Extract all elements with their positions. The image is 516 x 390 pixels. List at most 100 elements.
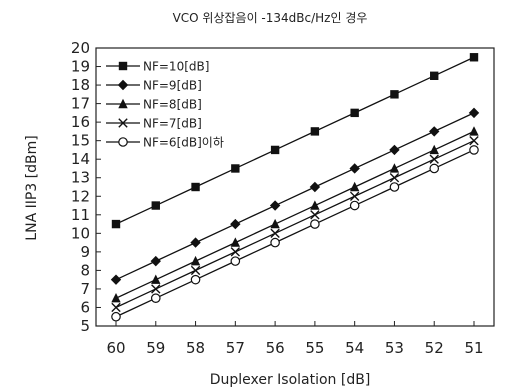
data-point: [270, 237, 280, 248]
y-tick-label: 19: [71, 58, 90, 76]
data-point: [190, 265, 201, 276]
legend: NF=10[dB] NF=9[dB] NF=8[dB] NF=7[dB] NF=6[dB…: [106, 60, 224, 150]
y-tick-label: 10: [71, 224, 90, 242]
data-point: [151, 274, 161, 284]
legend-marker: [118, 98, 128, 109]
y-tick-label: 15: [71, 132, 90, 150]
data-point: [230, 237, 241, 247]
data-point: [111, 219, 121, 229]
data-point: [111, 311, 121, 322]
series-line: [115, 140, 475, 309]
y-tick-label: 7: [80, 280, 90, 298]
data-point: [231, 164, 240, 173]
series-2: [110, 107, 480, 285]
y-tick-label: 13: [71, 169, 90, 187]
y-tick-label: 16: [71, 113, 90, 131]
data-point: [469, 135, 479, 146]
y-tick-label: 20: [71, 39, 90, 57]
data-point: [469, 145, 479, 155]
data-point: [429, 163, 440, 174]
legend-item: NF=10[dB]: [106, 60, 209, 74]
data-point: [390, 90, 399, 99]
series-line: [115, 56, 475, 225]
data-point: [349, 163, 360, 174]
legend-item: NF=9[dB]: [106, 79, 202, 93]
data-point: [190, 255, 201, 266]
y-tick-label: 14: [71, 150, 90, 168]
legend-item: NF=6[dB]이하: [106, 136, 224, 150]
data-point: [468, 107, 480, 119]
data-point: [469, 126, 479, 136]
legend-label: NF=10[dB]: [143, 60, 209, 74]
legend-marker: [118, 118, 128, 128]
x-axis: 60 59 58 57 56 55 54 53 52 51: [106, 321, 484, 357]
data-point: [310, 127, 320, 136]
x-tick-label: 56: [266, 339, 285, 357]
series-line: [115, 112, 475, 281]
data-point: [191, 182, 200, 192]
data-point: [310, 210, 320, 220]
data-point: [151, 284, 161, 294]
data-point: [269, 200, 281, 211]
legend-label: NF=8[dB]: [143, 98, 202, 112]
data-point: [429, 144, 439, 155]
data-point: [389, 144, 400, 156]
legend-marker: [117, 79, 129, 91]
legend-label: NF=6[dB]이하: [143, 136, 224, 150]
data-point: [111, 302, 121, 313]
data-point: [270, 145, 280, 155]
data-point: [230, 247, 241, 257]
data-point: [309, 181, 321, 193]
data-point: [230, 256, 241, 266]
x-tick-label: 51: [464, 339, 483, 357]
data-point: [389, 182, 400, 192]
data-point: [310, 200, 320, 210]
series-5: [111, 145, 479, 322]
series-line: [115, 149, 475, 318]
legend-item: NF=8[dB]: [106, 98, 202, 112]
legend-label: NF=9[dB]: [143, 79, 202, 93]
legend-marker: [118, 61, 128, 71]
data-point: [349, 191, 360, 201]
data-point: [469, 53, 479, 62]
x-tick-label: 52: [425, 339, 444, 357]
y-axis-label: LNA IIP3 [dBm]: [24, 135, 40, 240]
data-point: [190, 237, 201, 248]
data-point: [110, 274, 122, 285]
y-tick-label: 12: [71, 187, 90, 205]
y-tick-label: 18: [71, 76, 90, 94]
data-point: [150, 293, 161, 303]
x-axis-label: Duplexer Isolation [dB]: [210, 372, 371, 388]
data-point: [150, 255, 161, 267]
data-point: [270, 218, 280, 229]
plot-frame: [95, 47, 495, 327]
chart-title: VCO 위상잡음이 -134dBc/Hz인 경우: [173, 11, 368, 25]
x-tick-label: 57: [226, 339, 245, 357]
data-point: [429, 126, 440, 137]
data-point: [350, 108, 359, 118]
x-tick-label: 53: [385, 339, 404, 357]
data-point: [270, 228, 280, 239]
series-1: [111, 53, 479, 229]
series-4: [111, 135, 479, 313]
x-tick-label: 54: [345, 339, 364, 357]
x-tick-label: 58: [186, 339, 205, 357]
legend-label: NF=7[dB]: [143, 117, 202, 131]
data-point: [349, 181, 360, 192]
series-3: [111, 126, 479, 303]
y-tick-label: 17: [71, 95, 90, 113]
x-tick-label: 55: [305, 339, 324, 357]
series-layer: [110, 53, 480, 322]
data-point: [429, 154, 439, 164]
data-point: [230, 218, 241, 230]
data-point: [389, 173, 400, 183]
data-point: [111, 293, 121, 303]
y-tick-label: 5: [80, 317, 90, 335]
x-tick-label: 60: [106, 339, 125, 357]
y-tick-label: 9: [80, 243, 90, 261]
data-point: [151, 201, 160, 210]
data-point: [430, 71, 439, 80]
